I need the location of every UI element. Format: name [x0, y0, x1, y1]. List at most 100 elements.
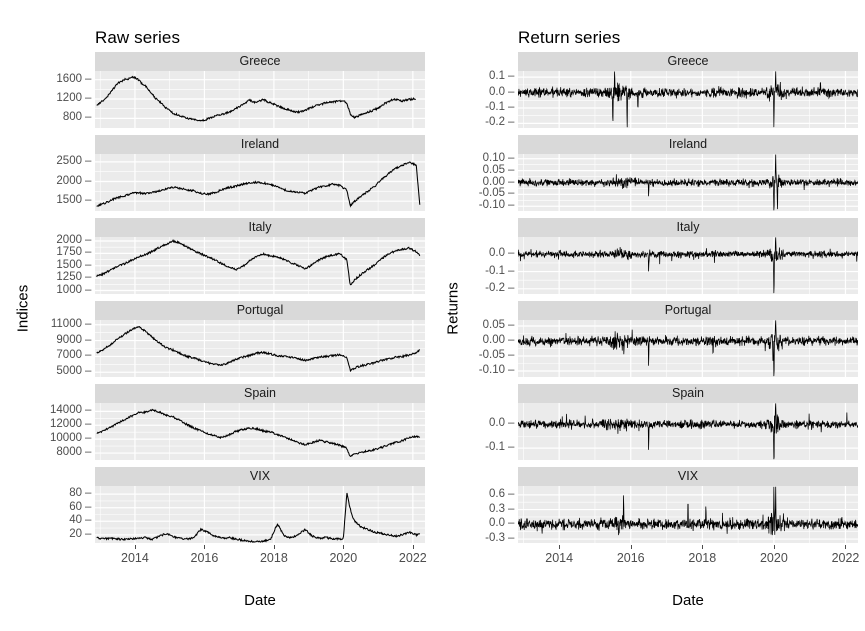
- raw-x-axis-title: Date: [244, 592, 276, 609]
- y-tick-label: -0.10: [478, 199, 505, 212]
- x-tick-mark: [630, 545, 632, 549]
- y-tick-mark: –: [508, 532, 515, 545]
- y-tick-label: -0.3: [485, 532, 505, 545]
- y-tick-mark: –: [508, 163, 515, 176]
- y-tick-label: 0.00: [482, 175, 505, 188]
- y-tick-label: -0.1: [485, 264, 505, 277]
- facet-strip-vix: VIX: [518, 467, 858, 486]
- x-tick-label: 2022: [398, 551, 427, 565]
- facet-strip-label: Ireland: [668, 137, 708, 152]
- y-tick-mark: –: [508, 334, 515, 346]
- facet-strip-label: VIX: [677, 469, 699, 484]
- facet-strip-label: Portugal: [236, 303, 284, 318]
- facet-strip-italy: Italy: [95, 218, 425, 237]
- y-tick-mark: –: [508, 281, 515, 294]
- plot-area-greece: [518, 71, 858, 128]
- facet-strip-label: Portugal: [664, 303, 712, 318]
- y-tick-label: 80: [69, 487, 82, 500]
- y-tick-label: 10000: [50, 432, 82, 445]
- plot-area-portugal: [95, 320, 425, 377]
- y-tick-mark: –: [508, 502, 515, 515]
- y-tick-label: 2000: [56, 233, 82, 246]
- facet-strip-greece: Greece: [518, 52, 858, 71]
- y-tick-mark: –: [85, 365, 92, 378]
- facet-panel-vix: VIX: [518, 467, 858, 543]
- y-tick-label: 0.0: [489, 517, 505, 530]
- plot-area-vix: [95, 486, 425, 543]
- y-tick-mark: –: [508, 517, 515, 530]
- facet-panel-greece: Greece: [95, 52, 425, 128]
- y-tick-label: 5000: [56, 365, 82, 378]
- series-line: [518, 71, 858, 127]
- raw-series-title: Raw series: [95, 28, 181, 47]
- facet-strip-spain: Spain: [95, 384, 425, 403]
- series-line: [97, 240, 420, 284]
- y-tick-label: -0.05: [478, 349, 505, 361]
- column-return-series: Return series Returns Date Greece -0.2– -0…: [433, 0, 865, 631]
- y-tick-label: 8000: [56, 446, 82, 459]
- y-tick-mark: –: [85, 333, 92, 346]
- x-tick-label: 2020: [329, 551, 358, 565]
- x-tick-mark: [559, 545, 561, 549]
- x-tick-mark: [412, 545, 414, 549]
- y-tick-mark: –: [508, 70, 515, 83]
- x-tick-mark: [273, 545, 275, 549]
- facet-strip-label: VIX: [249, 469, 271, 484]
- facet-strip-label: Spain: [672, 386, 704, 401]
- y-tick-mark: –: [85, 349, 92, 362]
- plot-area-greece: [95, 71, 425, 128]
- y-tick-mark: –: [508, 151, 515, 164]
- y-tick-mark: –: [85, 258, 92, 271]
- y-tick-label: 11000: [50, 317, 82, 330]
- y-tick-label: 1200: [56, 92, 82, 105]
- facet-strip-label: Spain: [244, 386, 276, 401]
- y-tick-label: 0.6: [489, 487, 505, 500]
- y-tick-mark: –: [508, 487, 515, 500]
- plot-area-ireland: [95, 154, 425, 211]
- y-tick-label: 800: [62, 111, 82, 124]
- y-tick-mark: –: [508, 187, 515, 200]
- y-tick-mark: –: [85, 317, 92, 330]
- facet-panel-italy: Italy: [95, 218, 425, 294]
- facet-panel-greece: Greece: [518, 52, 858, 128]
- y-tick-label: 7000: [56, 349, 82, 362]
- y-tick-label: 2000: [56, 174, 82, 187]
- y-tick-mark: –: [85, 418, 92, 431]
- x-tick-label: 2014: [545, 551, 574, 565]
- x-tick-mark: [773, 545, 775, 549]
- y-tick-mark: –: [508, 116, 515, 129]
- x-tick-label: 2016: [190, 551, 219, 565]
- y-tick-mark: –: [85, 500, 92, 513]
- y-tick-label: -0.05: [478, 187, 505, 200]
- y-tick-label: 1000: [56, 283, 82, 296]
- y-tick-mark: –: [85, 154, 92, 167]
- x-tick-mark: [845, 545, 847, 549]
- y-tick-label: 0.0: [489, 85, 505, 98]
- y-tick-label: 1500: [56, 194, 82, 207]
- y-tick-label: 0.0: [489, 417, 505, 430]
- y-tick-mark: –: [508, 417, 515, 430]
- y-tick-mark: –: [508, 175, 515, 188]
- plot-area-portugal: [518, 320, 858, 377]
- y-tick-label: 1600: [56, 72, 82, 85]
- x-tick-mark: [343, 545, 345, 549]
- y-tick-mark: –: [508, 349, 515, 361]
- series-line: [518, 155, 858, 211]
- facet-strip-greece: Greece: [95, 52, 425, 71]
- x-tick-label: 2016: [616, 551, 645, 565]
- y-tick-label: -0.2: [485, 281, 505, 294]
- series-line: [97, 493, 420, 542]
- return-series-title: Return series: [518, 28, 621, 47]
- facet-strip-vix: VIX: [95, 467, 425, 486]
- y-tick-label: -0.1: [485, 100, 505, 113]
- y-tick-label: 12000: [50, 418, 82, 431]
- y-tick-label: 0.00: [482, 334, 505, 346]
- y-tick-label: 9000: [56, 333, 82, 346]
- column-raw-series: Raw series Indices Date Greece 800–1200–1…: [0, 0, 432, 631]
- facet-strip-spain: Spain: [518, 384, 858, 403]
- y-tick-mark: –: [508, 264, 515, 277]
- y-tick-mark: –: [85, 174, 92, 187]
- y-tick-label: -0.10: [478, 364, 505, 376]
- plot-area-vix: [518, 486, 858, 543]
